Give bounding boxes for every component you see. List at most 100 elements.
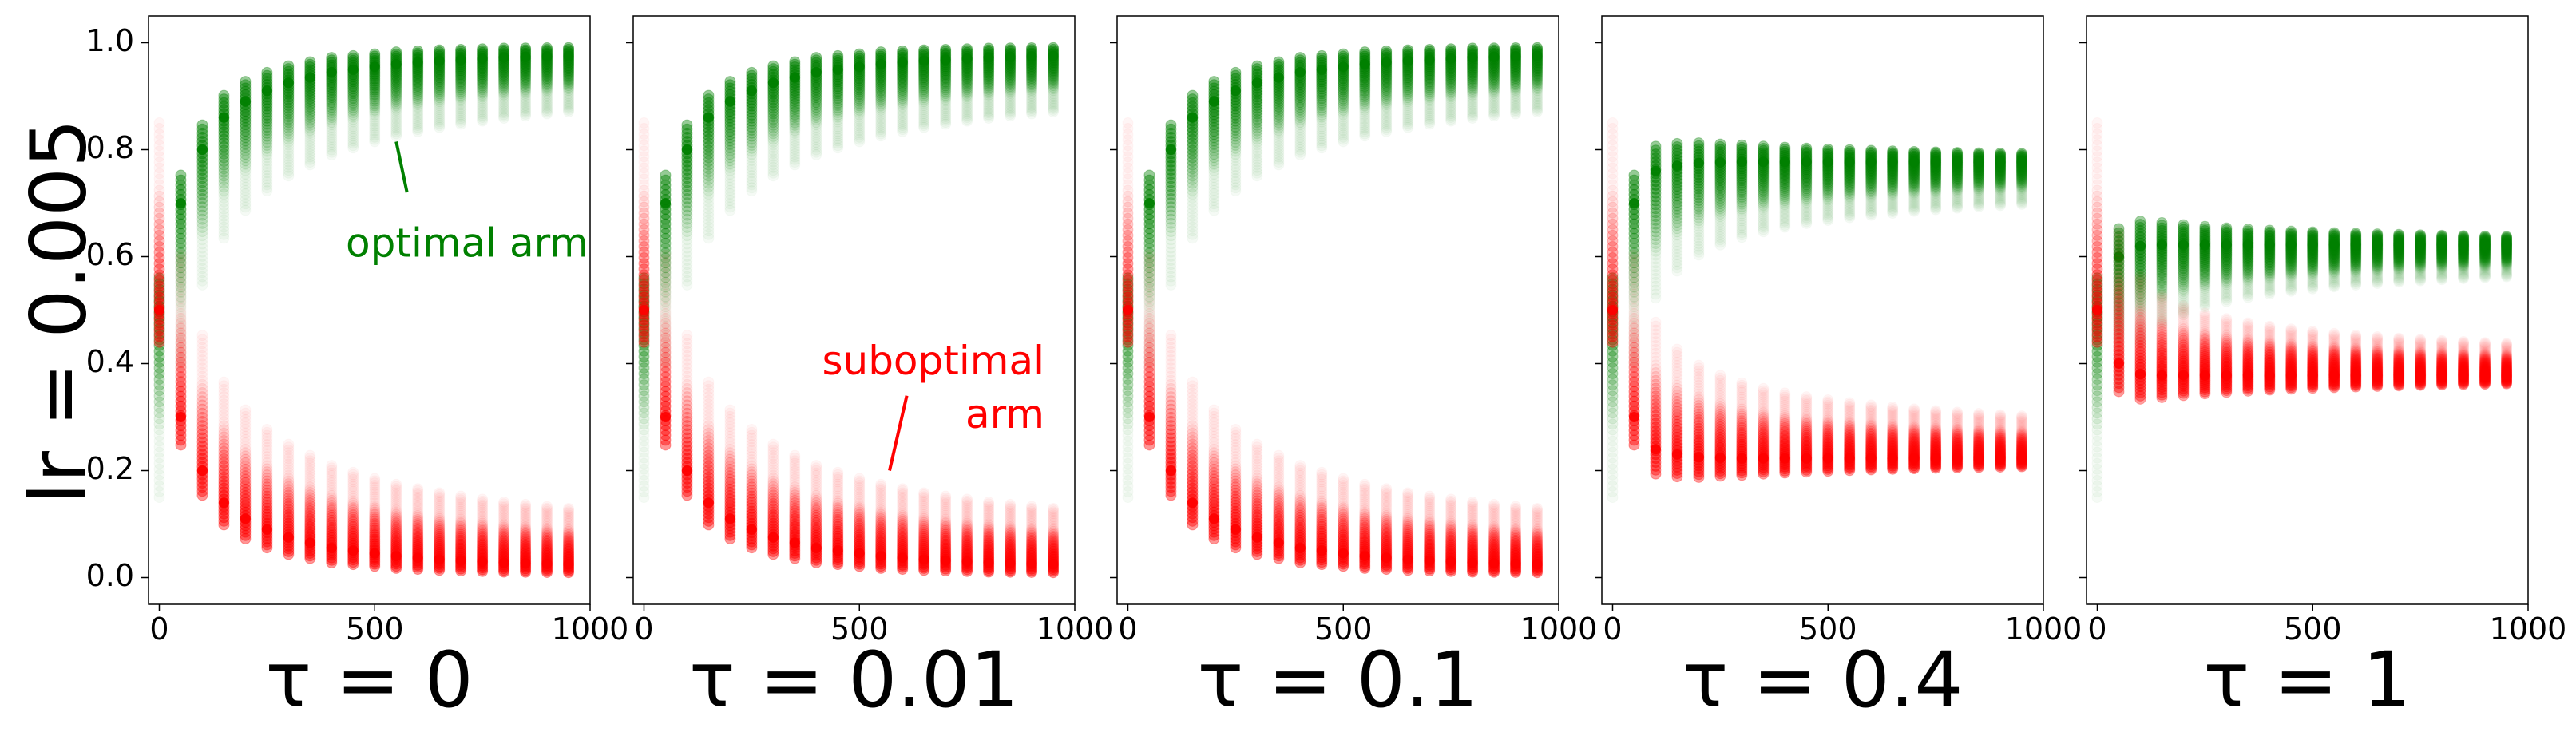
data-point bbox=[261, 152, 272, 163]
data-point bbox=[196, 123, 208, 135]
data-point bbox=[1230, 66, 1242, 78]
series-suboptimal bbox=[1122, 117, 1544, 579]
data-point bbox=[175, 291, 187, 303]
data-point bbox=[218, 497, 229, 508]
data-point bbox=[390, 46, 402, 58]
data-point bbox=[983, 557, 994, 568]
data-point bbox=[1316, 545, 1327, 556]
data-point bbox=[961, 556, 973, 567]
data-point bbox=[767, 439, 779, 450]
data-point bbox=[218, 222, 229, 233]
data-point bbox=[961, 53, 973, 65]
data-point bbox=[724, 76, 736, 88]
data-point bbox=[218, 211, 229, 222]
data-point bbox=[240, 161, 252, 173]
data-point bbox=[638, 117, 649, 129]
data-point bbox=[724, 96, 735, 107]
data-point bbox=[789, 450, 800, 461]
data-point bbox=[326, 460, 337, 471]
data-point bbox=[875, 479, 886, 490]
data-point bbox=[1165, 119, 1177, 131]
data-point bbox=[1467, 42, 1479, 54]
data-point bbox=[541, 51, 553, 62]
data-point bbox=[498, 52, 509, 63]
data-point bbox=[240, 201, 251, 212]
data-point bbox=[304, 537, 315, 548]
panel-title: τ = 0.1 bbox=[1198, 635, 1479, 725]
data-point bbox=[196, 226, 208, 238]
data-point bbox=[875, 58, 886, 69]
data-point bbox=[196, 230, 208, 242]
data-point bbox=[1208, 96, 1219, 107]
x-tick-label: 0 bbox=[1118, 611, 1137, 647]
data-point bbox=[218, 156, 230, 168]
data-point bbox=[1165, 144, 1176, 155]
data-point bbox=[240, 118, 252, 130]
data-point bbox=[175, 228, 187, 239]
data-point bbox=[347, 64, 359, 75]
data-point bbox=[918, 554, 929, 565]
data-point bbox=[196, 465, 208, 476]
plot-frame bbox=[148, 15, 591, 605]
data-point bbox=[261, 176, 272, 188]
data-point bbox=[1165, 465, 1176, 476]
data-point bbox=[196, 267, 208, 278]
data-point bbox=[1467, 557, 1478, 568]
data-point bbox=[703, 497, 714, 508]
data-point bbox=[390, 58, 402, 69]
data-point bbox=[153, 481, 164, 492]
data-point bbox=[240, 122, 252, 134]
data-point bbox=[175, 169, 187, 181]
data-point bbox=[746, 66, 758, 78]
data-point bbox=[1165, 330, 1176, 341]
data-point bbox=[153, 283, 165, 295]
data-point bbox=[1424, 43, 1436, 55]
data-point bbox=[196, 330, 208, 341]
data-point bbox=[261, 66, 273, 78]
data-point bbox=[498, 42, 510, 54]
data-point bbox=[175, 223, 187, 235]
data-point bbox=[703, 89, 715, 101]
data-point bbox=[240, 513, 251, 524]
data-point bbox=[240, 76, 252, 88]
data-point bbox=[175, 320, 186, 331]
y-tick-label: 1.0 bbox=[86, 23, 134, 58]
data-point bbox=[175, 174, 187, 186]
data-point bbox=[196, 243, 208, 254]
data-point bbox=[1251, 439, 1262, 450]
data-point bbox=[261, 158, 272, 169]
data-point bbox=[240, 182, 251, 193]
data-point bbox=[854, 48, 866, 60]
data-point bbox=[681, 119, 693, 131]
data-point bbox=[175, 198, 186, 208]
data-point bbox=[175, 345, 186, 356]
data-point bbox=[961, 493, 973, 504]
data-point bbox=[477, 53, 488, 65]
data-point bbox=[1424, 54, 1435, 65]
data-point bbox=[240, 79, 252, 91]
data-point bbox=[1251, 60, 1263, 72]
data-point bbox=[412, 552, 423, 564]
data-point bbox=[153, 492, 164, 503]
data-point bbox=[196, 193, 208, 205]
data-point bbox=[1208, 76, 1220, 88]
data-point bbox=[153, 379, 165, 391]
data-point bbox=[153, 385, 165, 397]
data-point bbox=[218, 101, 230, 113]
data-point bbox=[175, 247, 187, 259]
data-point bbox=[218, 188, 230, 200]
data-point bbox=[1294, 460, 1306, 471]
data-point bbox=[153, 453, 164, 464]
data-point bbox=[175, 311, 186, 322]
data-point bbox=[563, 503, 574, 514]
data-point bbox=[218, 218, 229, 229]
data-point bbox=[520, 52, 531, 63]
data-point bbox=[218, 133, 230, 145]
data-point bbox=[153, 458, 164, 469]
data-point bbox=[261, 161, 272, 172]
data-point bbox=[218, 196, 229, 208]
data-point bbox=[1488, 557, 1500, 568]
data-point bbox=[789, 537, 800, 548]
